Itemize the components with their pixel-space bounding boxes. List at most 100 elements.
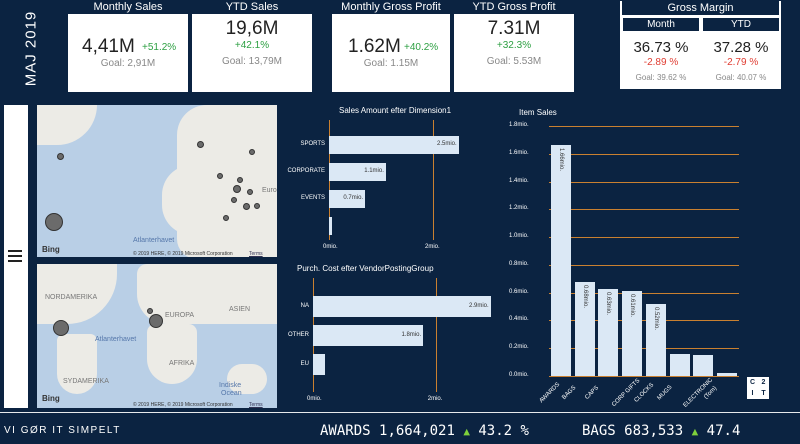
- grid-line: [433, 120, 434, 240]
- map-marker[interactable]: [247, 189, 253, 195]
- grid-line: [549, 209, 739, 211]
- map-copyright: © 2019 HERE, © 2019 Microsoft Corporatio…: [133, 251, 233, 257]
- map-label: ASIEN: [229, 306, 251, 313]
- map-terms-link[interactable]: Terms: [249, 402, 263, 408]
- value-label: 2.5mio.: [437, 141, 457, 147]
- gm-month-goal: Goal: 39.62 %: [635, 73, 687, 82]
- c2it-logo: C 2 I T: [747, 377, 769, 399]
- map-marker[interactable]: [231, 197, 237, 203]
- chart-purch-cost: Purch. Cost efter VendorPostingGroup NA 2…: [283, 262, 499, 408]
- kpi-value: 19,6M: [225, 18, 279, 39]
- map-marker[interactable]: [233, 185, 241, 193]
- map-marker[interactable]: [254, 203, 260, 209]
- map-europe[interactable]: Atlanterhavet Euro Bing © 2019 HERE, © 2…: [36, 104, 278, 258]
- map-label: SYDAMERIKA: [63, 378, 109, 385]
- grid-line: [549, 348, 739, 350]
- map-label: Atlanterhavet: [95, 336, 137, 343]
- map-marker[interactable]: [249, 149, 255, 155]
- category-label: CORPORATE: [287, 168, 325, 174]
- bing-logo: Bing: [42, 394, 60, 403]
- map-marker[interactable]: [53, 320, 69, 336]
- kpi-title: YTD Sales: [192, 1, 312, 14]
- ticker-amount: 683,533: [624, 423, 684, 439]
- bar: [598, 288, 619, 376]
- logo-letter: I: [751, 390, 754, 397]
- tagline: VI GØR IT SIMPELT: [4, 425, 121, 436]
- logo-letter: C: [749, 379, 756, 386]
- month-label: MAJ 2019: [2, 0, 60, 96]
- chart-plot: NA 2.9mio. OTHER 1.8mio. EU 0mio. 2mio.: [283, 278, 499, 408]
- ticker-name: BAGS: [582, 423, 616, 439]
- gross-margin-title: Gross Margin: [622, 1, 779, 15]
- map-marker[interactable]: [237, 177, 243, 183]
- map-marker[interactable]: [147, 308, 153, 314]
- gm-ytd-change: -2.79 %: [723, 57, 759, 68]
- bar: [329, 136, 459, 154]
- map-label: NORDAMERIKA: [45, 294, 98, 301]
- bing-logo: Bing: [42, 245, 60, 254]
- map-marker[interactable]: [45, 213, 63, 231]
- chart-item-sales: Item Sales 1.8mio. 1.6mio. 1.4mio. 1.2mio. 1…: [505, 104, 745, 409]
- x-tick: 2mio.: [425, 244, 440, 250]
- bar: [313, 296, 491, 317]
- map-marker[interactable]: [149, 314, 163, 328]
- bar: [574, 281, 595, 376]
- kpi-title: Monthly Gross Profit: [332, 1, 450, 14]
- kpi-goal: Goal: 2,91M: [100, 58, 156, 69]
- y-tick: 0.8mio.: [509, 260, 529, 267]
- category-label: EU: [300, 360, 309, 367]
- gm-month-value: 36.73 %: [633, 39, 689, 56]
- kpi-monthly-gross-profit[interactable]: Monthly Gross Profit 1.62M +40.2% Goal: …: [331, 0, 451, 92]
- hamburger-menu-icon[interactable]: [8, 250, 22, 262]
- grid-line: [549, 292, 739, 294]
- bar: [329, 163, 387, 181]
- map-marker[interactable]: [243, 203, 250, 210]
- map-label: Indiske: [219, 382, 242, 389]
- grid-line: [549, 237, 739, 239]
- category-label: MUGS: [656, 384, 674, 402]
- chart-title: Item Sales: [519, 108, 557, 117]
- gross-margin-card[interactable]: Gross Margin Month YTD 36.73 % 37.28 % -…: [619, 0, 782, 90]
- grid-line: [549, 264, 739, 266]
- map-terms-link[interactable]: Terms: [249, 251, 263, 257]
- map-marker[interactable]: [197, 141, 204, 148]
- y-tick: 0.0mio.: [509, 372, 529, 378]
- y-tick: 1.8mio.: [509, 122, 529, 128]
- map-world[interactable]: NORDAMERIKA EUROPA ASIEN Atlanterhavet A…: [36, 263, 278, 409]
- y-tick: 1.0mio.: [509, 233, 529, 240]
- x-tick: 2mio.: [427, 396, 443, 402]
- chart-plot: 1.8mio. 1.6mio. 1.4mio. 1.2mio. 1.0mio. 0.8mi…: [505, 120, 745, 409]
- value-label: 0.63mio.: [605, 291, 612, 315]
- kpi-change: +32.3%: [496, 40, 532, 51]
- category-label: CAPS: [584, 385, 601, 401]
- value-label: 1.1mio.: [364, 168, 384, 174]
- value-label: 0.68mio.: [581, 284, 588, 308]
- y-tick: 0.2mio.: [509, 344, 529, 351]
- kpi-change: +40.2%: [404, 42, 439, 53]
- grid-line: [549, 376, 739, 377]
- kpi-monthly-sales[interactable]: Monthly Sales 4,41M +51.2% Goal: 2,91M: [67, 0, 189, 92]
- kpi-ytd-gross-profit[interactable]: YTD Gross Profit 7.31M +32.3% Goal: 5.53…: [453, 0, 575, 92]
- value-label: 0.52mio.: [652, 306, 659, 330]
- map-label: Ocean: [221, 390, 242, 397]
- kpi-goal: Goal: 1.15M: [363, 58, 419, 69]
- kpi-ytd-sales[interactable]: YTD Sales 19,6M +42.1% Goal: 13,79M: [191, 0, 313, 92]
- map-marker[interactable]: [223, 215, 229, 221]
- gm-ytd-header: YTD: [703, 18, 779, 31]
- map-label: EUROPA: [165, 312, 195, 319]
- kpi-title: Monthly Sales: [68, 1, 188, 14]
- y-tick: 1.4mio.: [509, 177, 529, 184]
- bar: [645, 303, 666, 376]
- kpi-value: 7.31M: [487, 18, 541, 39]
- map-marker[interactable]: [217, 173, 223, 179]
- x-tick: 0mio.: [323, 244, 338, 250]
- category-label: OTHER: [288, 331, 309, 338]
- bar: [622, 291, 643, 376]
- kpi-change: +42.1%: [234, 40, 270, 51]
- month-label-text: MAJ 2019: [22, 10, 40, 86]
- map-marker[interactable]: [57, 153, 64, 160]
- bar: [693, 355, 714, 376]
- chart-title: Sales Amount efter Dimension1: [339, 106, 452, 115]
- map-label: AFRIKA: [169, 360, 195, 367]
- kpi-value: 4,41M: [82, 36, 135, 57]
